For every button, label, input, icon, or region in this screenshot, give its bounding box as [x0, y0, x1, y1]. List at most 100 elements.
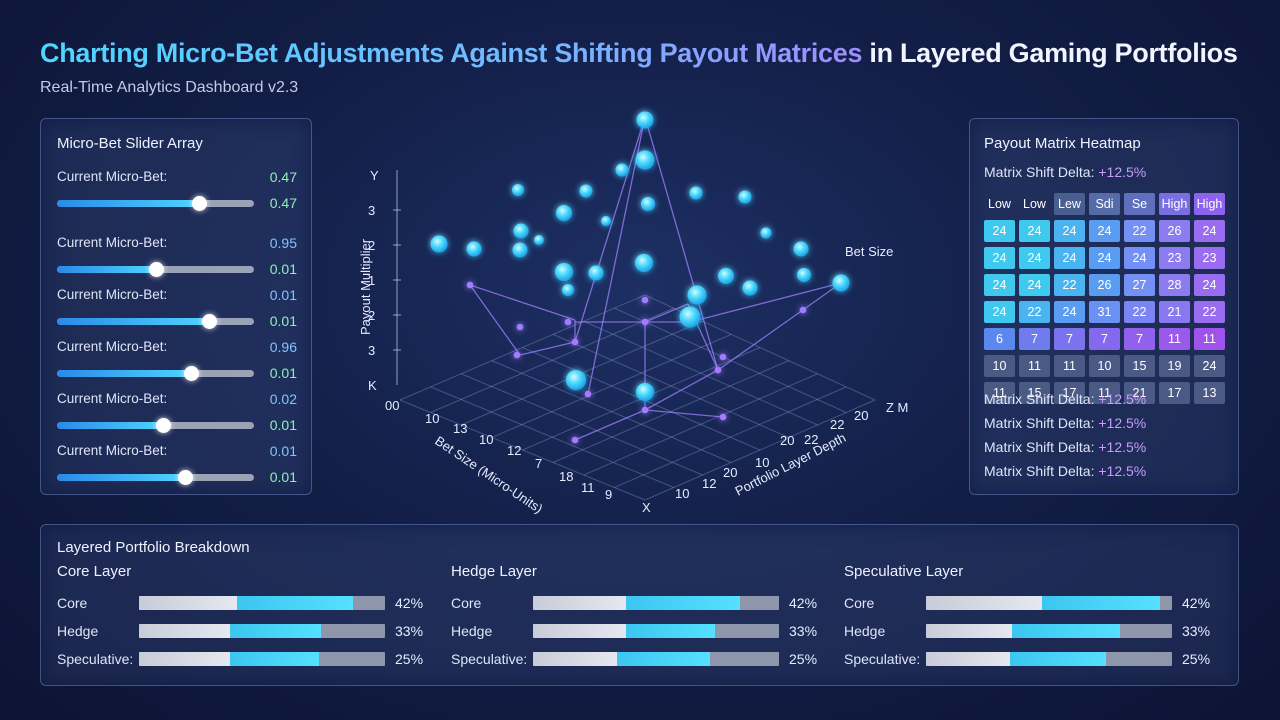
heatmap-cell: 24 [1019, 247, 1050, 269]
heatmap-cell: 22 [1194, 301, 1225, 323]
data-point-orb [566, 370, 586, 390]
data-point-orb [579, 184, 593, 198]
allocation-bar [139, 596, 385, 610]
slider-handle[interactable] [178, 469, 194, 485]
page-title-accent: Charting Micro-Bet Adjustments Against S… [40, 38, 863, 68]
heatmap-cell: 26 [1089, 274, 1120, 296]
header: Charting Micro-Bet Adjustments Against S… [40, 38, 1250, 97]
slider-handle[interactable] [148, 261, 164, 277]
delta-label: Matrix Shift Delta: [984, 415, 1099, 431]
slider-row: 0.01 [57, 417, 297, 433]
micro-bet-slider[interactable] [57, 195, 254, 211]
slider-current-value: 0.01 [269, 287, 297, 303]
layer-title: Hedge Layer [451, 563, 537, 580]
data-point-marker [641, 318, 649, 326]
allocation-bar [926, 596, 1172, 610]
layer-title: Speculative Layer [844, 563, 964, 580]
layer-title: Core Layer [57, 563, 132, 580]
connector-line [717, 282, 842, 371]
data-point-orb [760, 227, 772, 239]
floor-grid-line [583, 373, 818, 476]
delta-value: +12.5% [1098, 439, 1147, 455]
slider-output-value: 0.01 [269, 365, 297, 381]
data-point-marker [466, 281, 474, 289]
floor-grid-line [461, 373, 703, 476]
matrix-shift-delta-value: +12.5% [1098, 164, 1147, 180]
allocation-label: Hedge [57, 623, 99, 639]
micro-bet-slider[interactable] [57, 365, 254, 381]
micro-bet-slider[interactable] [57, 261, 254, 277]
connector-line [574, 409, 646, 441]
heatmap-cell: 23 [1194, 247, 1225, 269]
matrix-shift-delta-row: Matrix Shift Delta: +12.5% [984, 435, 1146, 459]
data-point-orb [512, 242, 528, 258]
allocation-bar-base [533, 624, 627, 638]
slider-handle[interactable] [156, 417, 172, 433]
chart-connector-lines [469, 116, 842, 441]
connector-line [469, 284, 521, 356]
z-tick-label: 10 [755, 455, 769, 470]
micro-bet-slider[interactable] [57, 313, 254, 329]
data-point-marker [719, 413, 727, 421]
data-point-orb [679, 306, 701, 328]
slider-label: Current Micro-Bet: [57, 391, 168, 406]
data-point-marker [513, 351, 521, 359]
slider-output-value: 0.01 [269, 313, 297, 329]
connector-line [644, 303, 689, 323]
micro-bet-slider[interactable] [57, 417, 254, 433]
slider-label-row: Current Micro-Bet: 0.01 [57, 443, 297, 459]
data-point-orb [793, 241, 809, 257]
chart-orbs [430, 111, 850, 401]
x-tick-label: 18 [559, 469, 573, 484]
delta-label: Matrix Shift Delta: [984, 463, 1099, 479]
heatmap-cell: 22 [1054, 274, 1085, 296]
allocation-bar [533, 652, 779, 666]
connector-line [689, 282, 842, 323]
heatmap-cell: 31 [1089, 301, 1120, 323]
data-point-orb [742, 280, 758, 296]
portfolio-layer-column: Core Layer Core 42% Hedge 33% Speculative: 25% [57, 563, 427, 667]
data-point-marker [516, 323, 524, 331]
heatmap-cell: 11 [1159, 328, 1190, 350]
floor-grid-line [614, 307, 847, 413]
connector-line [644, 369, 719, 411]
floor-grid-line [552, 360, 789, 463]
slider-handle[interactable] [183, 365, 199, 381]
slider-handle[interactable] [191, 195, 207, 211]
slider-panel: Micro-Bet Slider Array Current Micro-Bet… [40, 118, 312, 495]
floor-grid-line [583, 320, 818, 426]
chart-axes [393, 170, 401, 385]
floor-grid-line [644, 399, 876, 501]
allocation-bar [533, 596, 779, 610]
slider-label-row: Current Micro-Bet: 0.02 [57, 391, 297, 407]
allocation-bar-base [926, 596, 1042, 610]
slider-output-value: 0.01 [269, 261, 297, 277]
allocation-label: Core [451, 595, 482, 611]
micro-bet-slider[interactable] [57, 469, 254, 485]
heatmap-cell: 24 [1054, 220, 1085, 242]
slider-row: 0.01 [57, 365, 297, 381]
heatmap-cell: 17 [1159, 382, 1190, 404]
z-axis-letter: Z M [886, 400, 908, 415]
slider-panel-title: Micro-Bet Slider Array [57, 135, 203, 152]
allocation-percent: 42% [395, 595, 424, 611]
data-point-marker [564, 318, 572, 326]
slider-handle[interactable] [201, 313, 217, 329]
heatmap-cell: 22 [1124, 220, 1155, 242]
allocation-percent: 25% [395, 651, 424, 667]
allocation-bar [533, 624, 779, 638]
allocation-label: Hedge [451, 623, 493, 639]
allocation-bar-row: Speculative: 25% [844, 649, 1214, 669]
heatmap-column-header: High [1159, 193, 1190, 215]
data-point-orb [635, 150, 655, 170]
allocation-label: Hedge [844, 623, 886, 639]
heatmap-cell: 17 [1054, 382, 1085, 404]
allocation-bar-row: Speculative: 25% [451, 649, 821, 669]
slider-block: Current Micro-Bet: 0.95 0.01 [57, 235, 297, 277]
floor-grid-line [491, 360, 732, 463]
delta-value: +12.5% [1098, 415, 1147, 431]
heatmap-cell: 24 [984, 220, 1015, 242]
heatmap-cell: 24 [984, 301, 1015, 323]
slider-block: Current Micro-Bet: 0.96 0.01 [57, 339, 297, 381]
data-point-orb [513, 223, 529, 239]
